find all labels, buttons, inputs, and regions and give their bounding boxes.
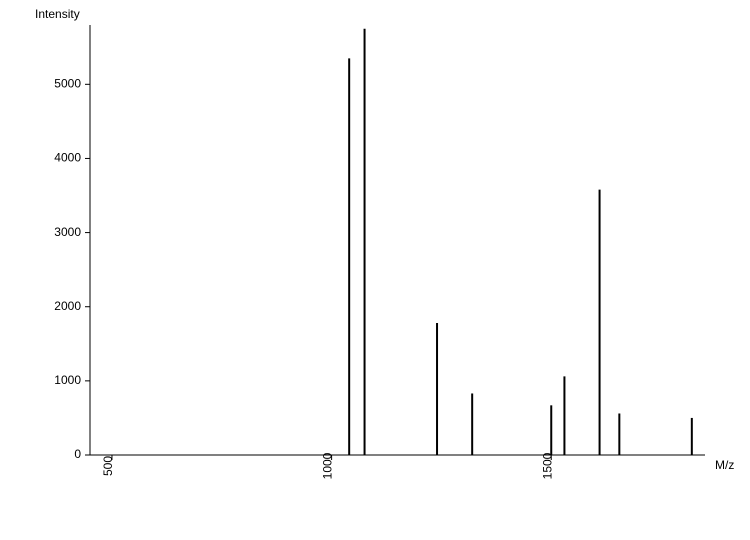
y-tick-label: 4000 xyxy=(54,151,81,165)
chart-svg: 0 1000 2000 3000 4000 5000 500 1000 1500 Intensit… xyxy=(0,0,750,540)
x-tick-label: 500 xyxy=(101,456,115,476)
y-tick-label: 3000 xyxy=(54,225,81,239)
y-tick-label: 2000 xyxy=(54,299,81,313)
y-axis-label: Intensity xyxy=(35,7,80,21)
y-tick-label: 1000 xyxy=(54,373,81,387)
x-axis-label: M/z xyxy=(715,458,734,472)
y-tick-label: 0 xyxy=(74,447,81,461)
y-tick-label: 5000 xyxy=(54,76,81,90)
mass-spectrum-chart: 0 1000 2000 3000 4000 5000 500 1000 1500 Intensit… xyxy=(0,0,750,540)
x-tick-label: 1000 xyxy=(321,452,335,479)
x-tick-label: 1500 xyxy=(540,452,554,479)
